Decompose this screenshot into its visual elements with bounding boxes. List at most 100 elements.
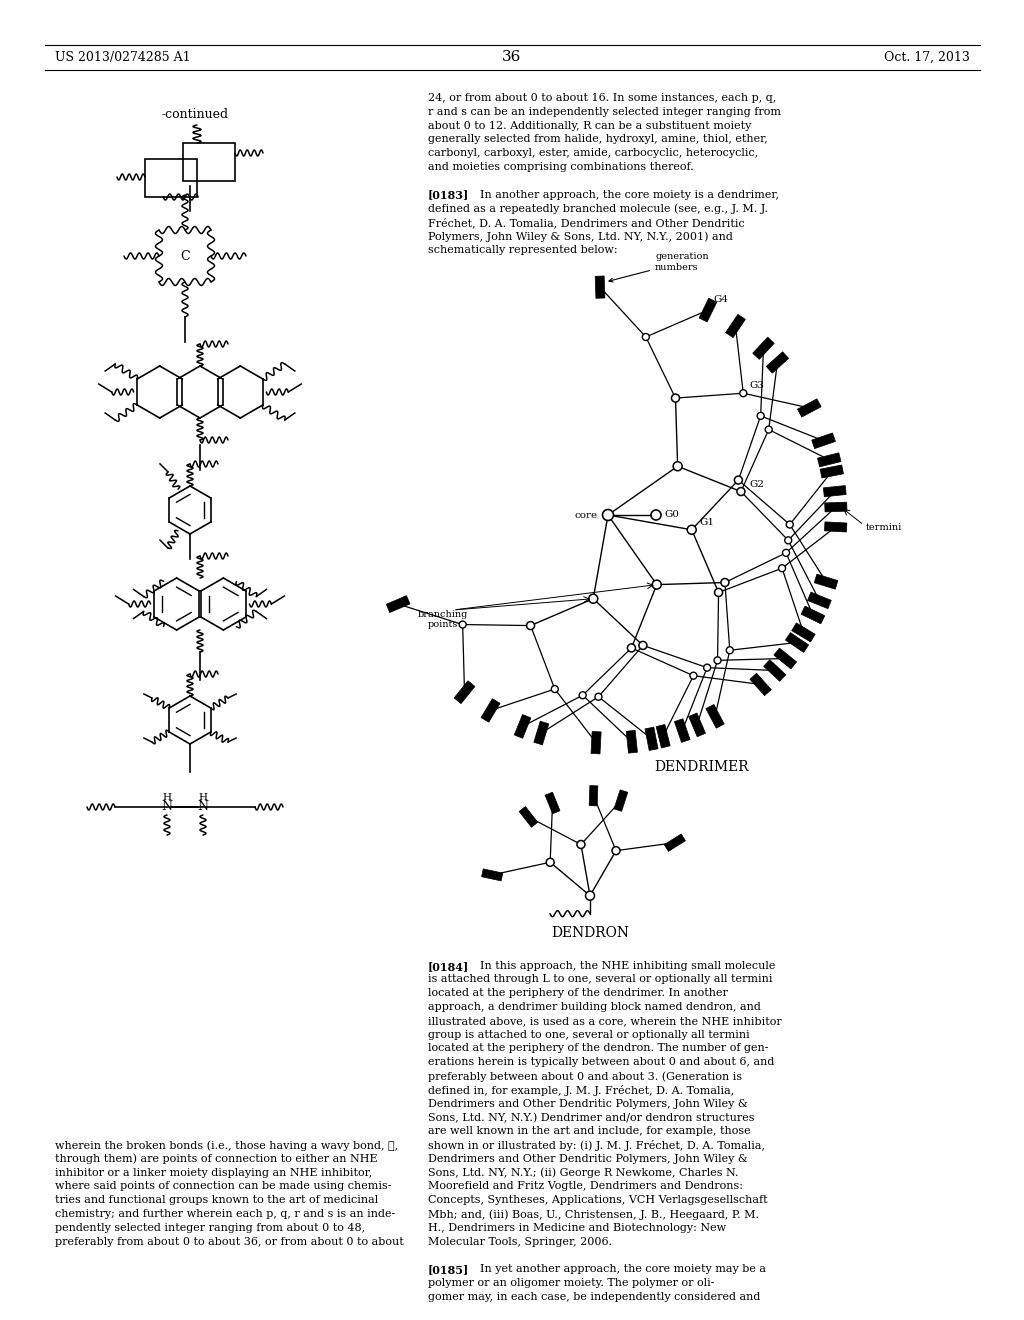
Circle shape [721,578,729,586]
Text: In this approach, the NHE inhibiting small molecule: In this approach, the NHE inhibiting sma… [466,961,775,970]
Bar [454,681,475,704]
Text: wherein the broken bonds (i.e., those having a wavy bond, ≧,: wherein the broken bonds (i.e., those ha… [55,1140,398,1151]
Bar [591,731,601,754]
Circle shape [765,426,772,433]
Bar [545,792,560,813]
Bar [645,727,658,751]
Text: -continued: -continued [162,108,228,121]
Text: carbonyl, carboxyl, ester, amide, carbocyclic, heterocyclic,: carbonyl, carboxyl, ester, amide, carboc… [428,148,758,158]
Text: DENDRON: DENDRON [551,925,629,940]
Circle shape [715,589,723,597]
Text: shown in or illustrated by: (i) J. M. J. Fréchet, D. A. Tomalia,: shown in or illustrated by: (i) J. M. J.… [428,1140,765,1151]
Text: Moorefield and Fritz Vogtle, Dendrimers and Dendrons:: Moorefield and Fritz Vogtle, Dendrimers … [428,1181,743,1192]
Text: illustrated above, is used as a core, wherein the NHE inhibitor: illustrated above, is used as a core, wh… [428,1016,781,1026]
Text: located at the periphery of the dendrimer. In another: located at the periphery of the dendrime… [428,989,728,998]
Bar [675,718,690,742]
Text: In another approach, the core moiety is a dendrimer,: In another approach, the core moiety is … [466,190,779,199]
Text: Dendrimers and Other Dendritic Polymers, John Wiley &: Dendrimers and Other Dendritic Polymers,… [428,1098,748,1109]
Bar [145,158,197,197]
Text: tries and functional groups known to the art of medicinal: tries and functional groups known to the… [55,1195,378,1205]
Bar [656,725,670,748]
Bar [808,593,831,609]
Circle shape [737,487,744,495]
Text: H., Dendrimers in Medicine and Biotechnology: New: H., Dendrimers in Medicine and Biotechno… [428,1222,726,1233]
Text: are well known in the art and include, for example, those: are well known in the art and include, f… [428,1126,751,1137]
Bar [823,486,846,496]
Text: H: H [199,793,208,803]
Circle shape [734,477,742,484]
Bar [614,789,628,812]
Circle shape [602,510,613,520]
Circle shape [577,841,585,849]
Text: where said points of connection can be made using chemis-: where said points of connection can be m… [55,1181,391,1192]
Circle shape [586,891,595,900]
Text: H: H [163,793,171,803]
Bar [183,143,234,181]
Text: generally selected from halide, hydroxyl, amine, thiol, ether,: generally selected from halide, hydroxyl… [428,135,768,144]
Text: G4: G4 [713,296,728,304]
Text: is attached through L to one, several or optionally all termini: is attached through L to one, several or… [428,974,772,985]
Text: preferably between about 0 and about 3. (Generation is: preferably between about 0 and about 3. … [428,1071,742,1081]
Bar [824,521,847,532]
Text: generation
numbers: generation numbers [609,252,709,282]
Bar [534,721,549,744]
Text: Sons, Ltd. NY, N.Y.; (ii) George R Newkome, Charles N.: Sons, Ltd. NY, N.Y.; (ii) George R Newko… [428,1168,738,1179]
Circle shape [642,334,649,341]
Text: preferably from about 0 to about 36, or from about 0 to about: preferably from about 0 to about 36, or … [55,1237,403,1246]
Circle shape [673,462,682,471]
Bar [699,298,717,322]
Circle shape [526,622,535,630]
Bar [481,698,500,722]
Text: through them) are points of connection to either an NHE: through them) are points of connection t… [55,1154,378,1164]
Circle shape [651,510,662,520]
Text: 24, or from about 0 to about 16. In some instances, each p, q,: 24, or from about 0 to about 16. In some… [428,92,776,103]
Bar [753,337,774,359]
Circle shape [546,858,554,866]
Circle shape [782,549,790,556]
Circle shape [726,647,733,653]
Text: r and s can be an independently selected integer ranging from: r and s can be an independently selected… [428,107,781,116]
Bar [824,502,847,512]
Text: G1: G1 [699,517,715,527]
Text: group is attached to one, several or optionally all termini: group is attached to one, several or opt… [428,1030,750,1040]
Text: gomer may, in each case, be independently considered and: gomer may, in each case, be independentl… [428,1292,761,1302]
Bar [665,834,685,851]
Circle shape [595,693,602,700]
Bar [814,574,838,589]
Circle shape [589,594,598,603]
Bar [386,595,410,612]
Circle shape [612,846,620,854]
Bar [792,623,815,642]
Text: DENDRIMER: DENDRIMER [654,760,750,774]
Bar [766,351,788,374]
Text: C: C [180,249,189,263]
Bar [798,399,821,417]
Bar [519,807,538,828]
Text: [0185]: [0185] [428,1265,469,1275]
Bar [589,785,598,807]
Text: schematically represented below:: schematically represented below: [428,244,617,255]
Text: about 0 to 12. Additionally, R can be a substituent moiety: about 0 to 12. Additionally, R can be a … [428,120,752,131]
Text: chemistry; and further wherein each p, q, r and s is an inde-: chemistry; and further wherein each p, q… [55,1209,395,1218]
Text: Fréchet, D. A. Tomalia, Dendrimers and Other Dendritic: Fréchet, D. A. Tomalia, Dendrimers and O… [428,218,744,228]
Circle shape [652,579,662,589]
Text: Molecular Tools, Springer, 2006.: Molecular Tools, Springer, 2006. [428,1237,612,1246]
Text: [0184]: [0184] [428,961,469,972]
Text: N: N [162,800,172,813]
Circle shape [459,620,466,628]
Circle shape [703,664,711,671]
Text: [0183]: [0183] [428,190,469,201]
Text: N: N [198,800,209,813]
Circle shape [672,395,680,403]
Text: core: core [574,511,598,520]
Text: approach, a dendrimer building block named dendron, and: approach, a dendrimer building block nam… [428,1002,761,1012]
Circle shape [551,685,558,693]
Circle shape [639,642,647,649]
Text: inhibitor or a linker moiety displaying an NHE inhibitor,: inhibitor or a linker moiety displaying … [55,1168,373,1177]
Circle shape [784,537,792,544]
Bar [514,714,530,738]
Circle shape [690,672,697,680]
Text: branching
points: branching points [418,610,468,630]
Circle shape [687,525,696,535]
Bar [774,648,797,669]
